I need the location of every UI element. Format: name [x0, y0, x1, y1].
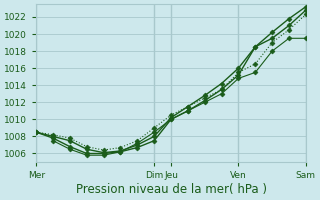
X-axis label: Pression niveau de la mer( hPa ): Pression niveau de la mer( hPa )	[76, 183, 267, 196]
